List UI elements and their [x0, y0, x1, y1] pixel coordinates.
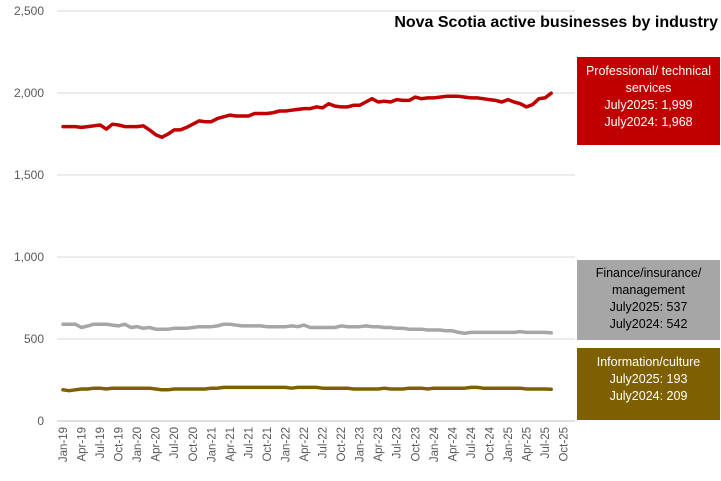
- label-box-professional-technical: Professional/ technical services July202…: [577, 57, 720, 145]
- x-tick-label: Oct-24: [484, 426, 496, 461]
- y-tick-label: 500: [24, 332, 44, 346]
- x-tick-label: Jan-19: [58, 427, 70, 462]
- prof-label-july2024: July2024: 1,968: [604, 115, 693, 129]
- x-tick-label: Apr-19: [77, 427, 89, 462]
- x-tick-label: Oct-19: [114, 427, 126, 462]
- series-line-0: [61, 91, 553, 140]
- x-tick-label: Apr-23: [373, 427, 385, 462]
- x-tick-label: Jul-25: [540, 427, 552, 458]
- x-tick-label: Oct-20: [188, 427, 200, 462]
- series-line-2: [61, 385, 553, 393]
- x-tick-label: Jul-20: [169, 427, 181, 458]
- x-tick-label: Jan-24: [429, 426, 441, 462]
- x-tick-label: Jul-22: [318, 427, 330, 458]
- fin-label-july2025: July2025: 537: [609, 300, 688, 314]
- x-tick-label: Apr-20: [151, 427, 163, 462]
- x-tick-label: Oct-21: [262, 427, 274, 462]
- y-tick-label: 0: [37, 414, 44, 428]
- x-tick-label: Apr-21: [225, 427, 237, 462]
- series-line-1: [61, 322, 553, 336]
- x-tick-label: Oct-22: [336, 427, 348, 462]
- x-tick-label: Apr-24: [447, 426, 459, 461]
- x-tick-label: Jul-19: [95, 427, 107, 458]
- x-tick-label: Jul-23: [392, 427, 404, 458]
- info-label-july2025: July2025: 193: [609, 372, 688, 386]
- y-tick-label: 1,000: [14, 250, 44, 264]
- info-label-line1: Information/culture: [596, 355, 701, 369]
- x-tick-label: Oct-23: [410, 427, 422, 462]
- prof-label-line2: services: [625, 81, 672, 95]
- x-tick-label: Jan-22: [280, 427, 292, 462]
- x-tick-label: Apr-22: [299, 427, 311, 462]
- y-tick-label: 2,500: [14, 4, 44, 18]
- x-tick-label: Jan-23: [355, 427, 367, 462]
- y-tick-label: 2,000: [14, 86, 44, 100]
- x-tick-label: Oct-25: [559, 427, 571, 462]
- label-box-information-culture: Information/culture July2025: 193 July20…: [577, 348, 720, 420]
- x-tick-label: Jan-21: [206, 427, 218, 462]
- chart-title: Nova Scotia active businesses by industr…: [394, 14, 718, 31]
- fin-label-line2: management: [612, 283, 685, 297]
- fin-label-line1: Finance/insurance/: [595, 266, 702, 280]
- x-tick-label: Jul-24: [466, 426, 478, 458]
- x-tick-label: Jul-21: [243, 427, 255, 458]
- y-tick-label: 1,500: [14, 168, 44, 182]
- info-label-july2024: July2024: 209: [609, 389, 688, 403]
- fin-label-july2024: July2024: 542: [609, 317, 688, 331]
- x-tick-label: Apr-25: [522, 427, 534, 462]
- prof-label-line1: Professional/ technical: [585, 64, 712, 78]
- prof-label-july2025: July2025: 1,999: [604, 98, 693, 112]
- x-tick-label: Jan-20: [132, 427, 144, 462]
- label-box-finance-insurance: Finance/insurance/ management July2025: …: [577, 260, 720, 340]
- x-tick-label: Jan-25: [503, 427, 515, 462]
